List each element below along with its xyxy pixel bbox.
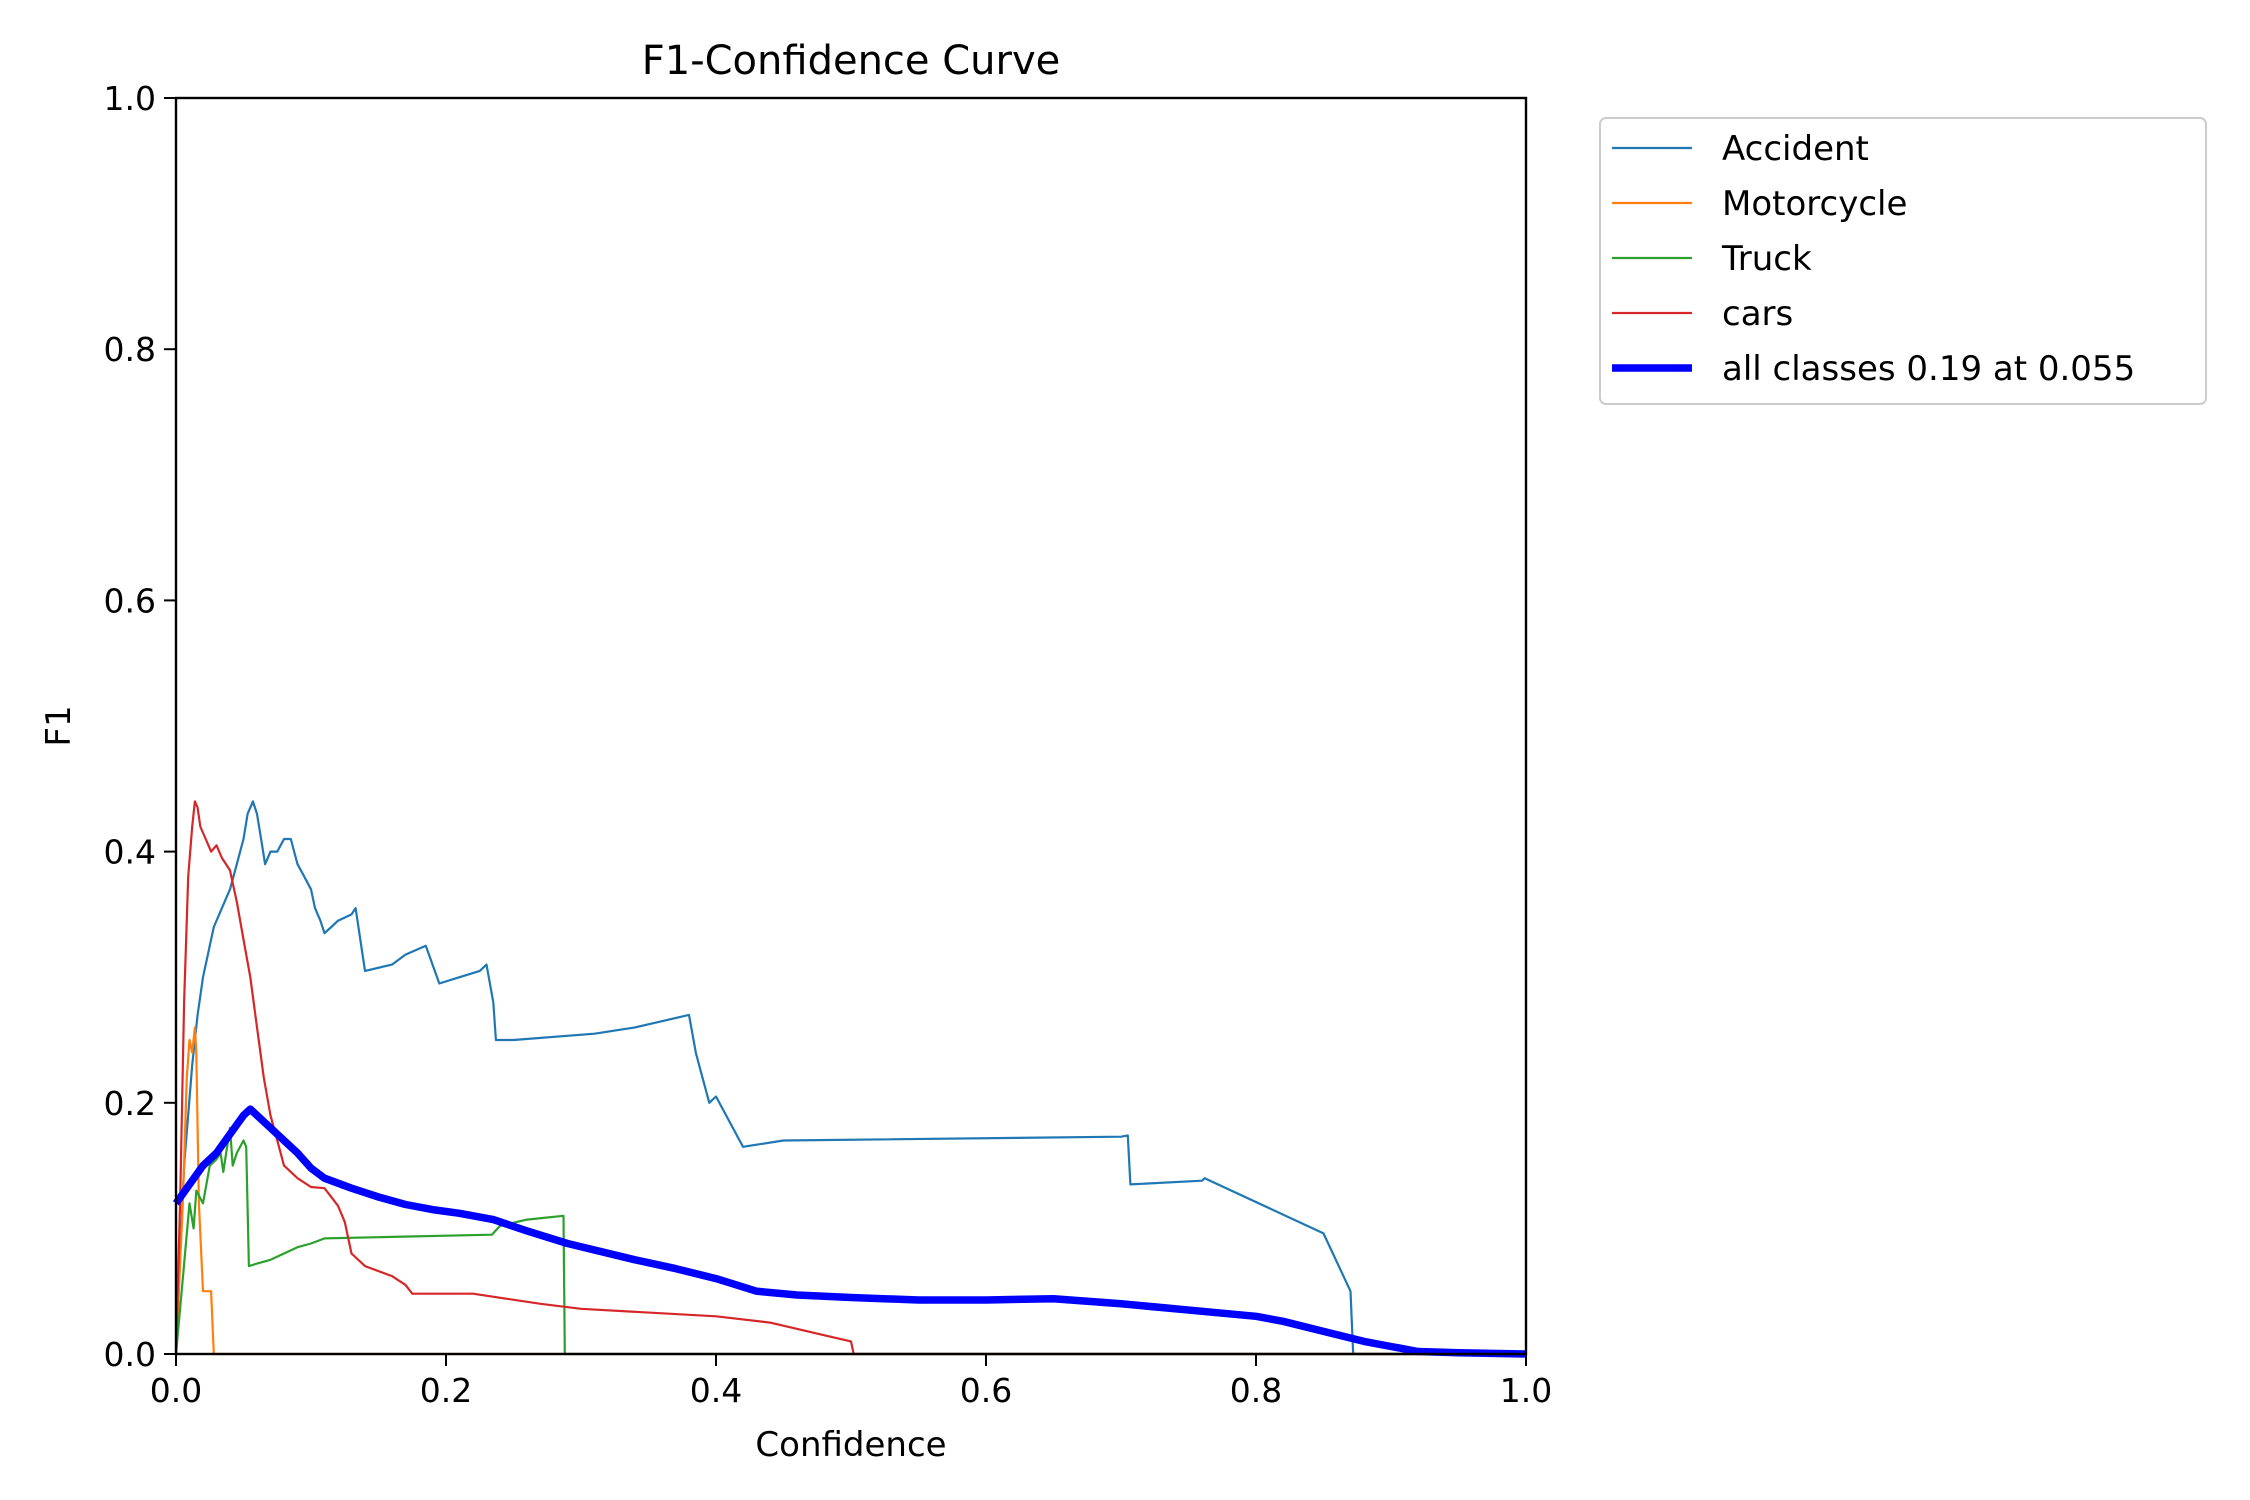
series-layer xyxy=(172,800,1527,1358)
legend-label-4: all classes 0.19 at 0.055 xyxy=(1722,349,2135,389)
x-tick-label: 1.0 xyxy=(1500,1371,1552,1410)
x-tick-label: 0.4 xyxy=(690,1371,742,1410)
chart-title: F1-Confidence Curve xyxy=(642,38,1061,84)
y-tick-label: 0.6 xyxy=(104,581,156,620)
y-tick-label: 0.8 xyxy=(104,330,156,369)
y-axis: 0.0 0.2 0.4 0.6 0.8 1.0 xyxy=(104,79,176,1374)
x-tick-label: 0.2 xyxy=(420,1371,472,1410)
plot-frame xyxy=(174,96,1528,1356)
series-line-0 xyxy=(174,800,1526,1356)
series-line-4 xyxy=(172,1105,1527,1358)
x-axis-label: Confidence xyxy=(755,1425,946,1465)
y-axis-label: F1 xyxy=(39,705,79,746)
series-line-3 xyxy=(174,800,1526,1356)
legend-label-0: Accident xyxy=(1722,129,1869,169)
x-tick-label: 0.8 xyxy=(1230,1371,1282,1410)
legend-label-2: Truck xyxy=(1721,239,1812,279)
legend-label-3: cars xyxy=(1722,294,1793,334)
x-axis: 0.0 0.2 0.4 0.6 0.8 1.0 xyxy=(150,1354,1552,1410)
y-tick-label: 1.0 xyxy=(104,79,156,118)
x-tick-label: 0.0 xyxy=(150,1371,202,1410)
series-line-2 xyxy=(174,1126,1526,1356)
y-tick-label: 0.2 xyxy=(104,1084,156,1123)
legend-frame xyxy=(1599,117,2207,405)
y-tick-label: 0.4 xyxy=(104,833,156,872)
legend: Accident Motorcycle Truck cars all classes 0… xyxy=(1599,117,2207,405)
legend-label-1: Motorcycle xyxy=(1722,184,1907,224)
y-tick-label: 0.0 xyxy=(104,1335,156,1374)
x-tick-label: 0.6 xyxy=(960,1371,1012,1410)
series-line-1 xyxy=(174,1026,1526,1356)
